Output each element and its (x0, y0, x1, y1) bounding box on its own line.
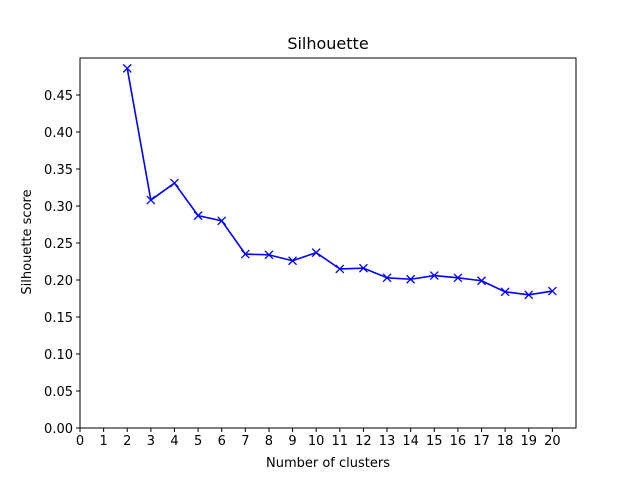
x-tick-label: 16 (450, 434, 467, 449)
x-tick-label: 7 (241, 434, 249, 449)
data-point-marker (311, 248, 321, 258)
data-point-marker (264, 250, 274, 260)
y-tick-label: 0.25 (44, 237, 73, 252)
data-point-marker (382, 273, 392, 283)
series-line (126, 68, 553, 296)
x-tick-label: 0 (76, 434, 84, 449)
y-tick-label: 0.15 (44, 311, 73, 326)
y-tick-label: 0.40 (44, 126, 73, 141)
data-point-marker (170, 178, 179, 188)
y-tick-label: 0.20 (44, 274, 73, 289)
y-tick-label: 0.05 (44, 385, 73, 400)
x-tick-label: 3 (147, 434, 155, 449)
data-point-marker (477, 276, 486, 286)
x-tick-label: 20 (544, 434, 561, 449)
data-point-marker (358, 263, 368, 273)
data-point-marker (406, 274, 416, 284)
data-point-marker (453, 273, 463, 283)
x-tick-label: 17 (473, 434, 490, 449)
plot-frame (79, 57, 577, 429)
y-tick-label: 0.30 (44, 200, 73, 215)
x-tick-label: 14 (402, 434, 419, 449)
x-tick-label: 1 (99, 434, 107, 449)
x-tick-label: 11 (332, 434, 349, 449)
x-tick-label: 5 (194, 434, 202, 449)
axes-group: 0 1 2 3 4 5 6 7 8 9 10 11 12 13 14 15 16 17 18 19 200.000.05… (44, 89, 561, 449)
data-point-marker (193, 211, 203, 221)
x-tick-label: 4 (170, 434, 178, 449)
data-point-marker (335, 264, 345, 274)
x-tick-label: 19 (520, 434, 537, 449)
data-point-marker (217, 216, 227, 226)
x-tick-label: 18 (497, 434, 514, 449)
data-point-marker (288, 256, 298, 266)
data-point-marker (122, 63, 132, 73)
x-tick-label: 10 (308, 434, 325, 449)
data-point-marker (240, 249, 250, 259)
x-tick-label: 13 (379, 434, 396, 449)
y-axis-label: Silhouette score (20, 189, 35, 294)
chart-title: Silhouette (287, 34, 368, 53)
y-tick-label: 0.10 (44, 348, 73, 363)
data-point-marker (547, 286, 557, 296)
x-tick-label: 6 (218, 434, 226, 449)
y-tick-label: 0.00 (44, 422, 73, 437)
x-tick-label: 2 (123, 434, 131, 449)
x-tick-label: 12 (355, 434, 372, 449)
data-point-marker (524, 290, 534, 300)
series-group (122, 63, 557, 300)
data-point-marker (146, 195, 156, 205)
y-tick-label: 0.35 (44, 163, 73, 178)
data-point-marker (429, 271, 439, 281)
data-point-marker (500, 287, 510, 297)
x-tick-label: 15 (426, 434, 443, 449)
x-axis-label: Number of clusters (266, 456, 390, 471)
x-tick-label: 8 (265, 434, 273, 449)
x-tick-label: 9 (288, 434, 296, 449)
y-tick-label: 0.45 (44, 89, 73, 104)
